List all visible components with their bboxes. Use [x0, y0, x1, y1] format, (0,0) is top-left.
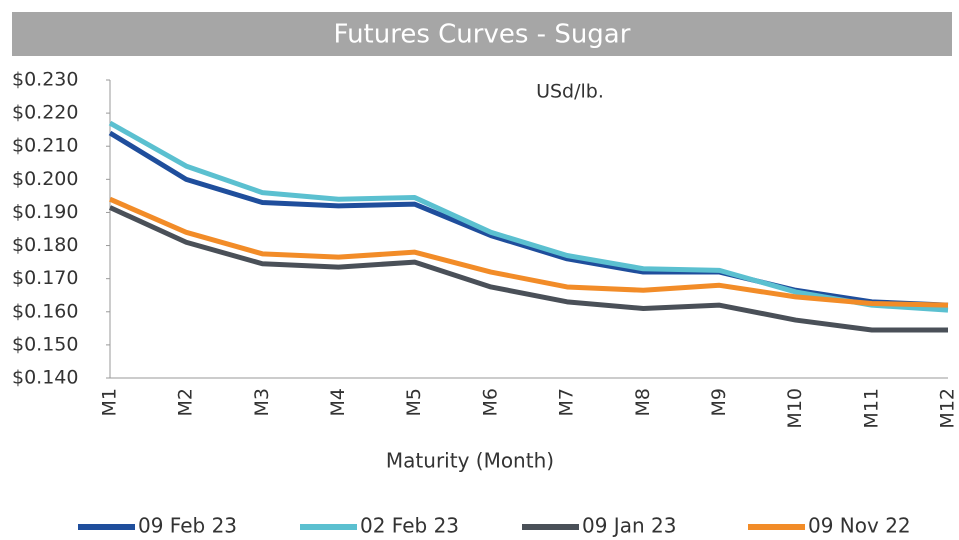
y-tick-label: $0.140: [12, 367, 78, 389]
y-tick-label: $0.150: [12, 333, 78, 355]
x-tick-label: M6: [479, 388, 501, 416]
x-tick-label: M8: [632, 388, 654, 416]
x-tick-label: M5: [403, 388, 425, 416]
annotation: USd/lb.: [536, 81, 604, 103]
x-axis-label: Maturity (Month): [386, 449, 554, 473]
legend-label: 09 Jan 23: [582, 514, 676, 538]
y-tick-label: $0.160: [12, 300, 78, 322]
legend-label: 02 Feb 23: [360, 514, 459, 538]
x-tick-label: M12: [937, 388, 959, 429]
x-tick-label: M1: [99, 388, 121, 416]
y-tick-label: $0.210: [12, 135, 78, 157]
x-tick-label: M10: [784, 388, 806, 429]
chart-title: Futures Curves - Sugar: [334, 20, 631, 50]
y-tick-label: $0.220: [12, 102, 78, 124]
x-tick-label: M2: [175, 388, 197, 416]
y-tick-label: $0.200: [12, 168, 78, 190]
x-tick-label: M9: [708, 388, 730, 416]
series-line: [109, 196, 949, 308]
x-tick-label: M4: [327, 388, 349, 416]
title-bar: [12, 12, 952, 56]
y-tick-label: $0.190: [12, 201, 78, 223]
legend-label: 09 Nov 22: [808, 514, 911, 538]
legend-label: 09 Feb 23: [138, 514, 237, 538]
x-tick-label: M7: [556, 388, 578, 416]
x-tick-label: M3: [251, 388, 273, 416]
y-tick-label: $0.180: [12, 234, 78, 256]
series-line: [108, 120, 949, 313]
y-tick-label: $0.170: [12, 267, 78, 289]
series-line: [108, 205, 948, 333]
x-tick-label: M11: [860, 388, 882, 429]
y-tick-label: $0.230: [12, 69, 78, 91]
